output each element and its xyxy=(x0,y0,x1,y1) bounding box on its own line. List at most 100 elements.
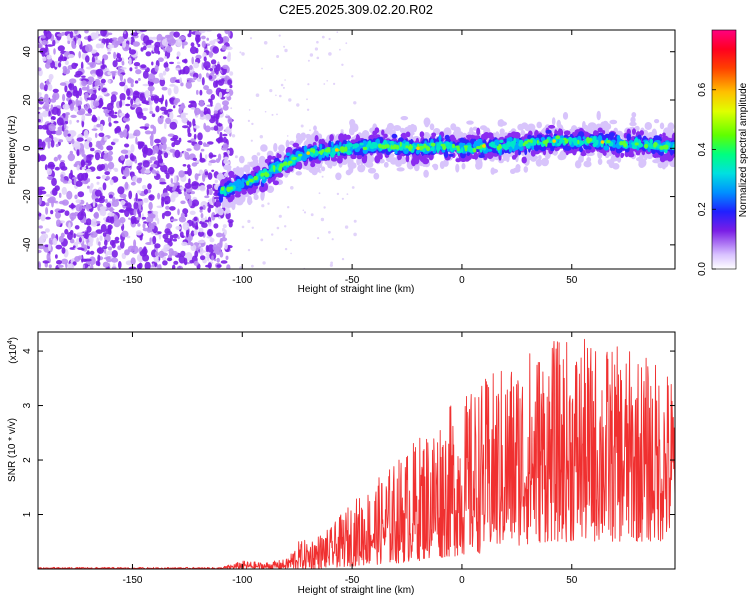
noise-cell xyxy=(109,206,114,213)
noise-cell xyxy=(130,82,134,88)
ridge-cell xyxy=(588,146,592,150)
ridge-cell xyxy=(603,145,610,151)
noise-cell xyxy=(218,91,223,99)
noise-cell xyxy=(196,89,199,95)
noise-cell xyxy=(202,204,206,209)
ridge-cell xyxy=(545,129,552,134)
noise-cell xyxy=(213,223,219,229)
noise-cell xyxy=(71,138,75,145)
noise-cell xyxy=(170,218,178,222)
sparse-cell xyxy=(269,89,273,93)
sparse-cell xyxy=(296,103,300,107)
noise-cell xyxy=(98,132,105,137)
noise-cell xyxy=(69,31,74,39)
noise-cell xyxy=(45,194,52,197)
sparse-cell xyxy=(234,155,238,159)
noise-cell xyxy=(125,159,133,167)
noise-cell xyxy=(163,62,169,69)
noise-cell xyxy=(91,116,98,123)
noise-cell xyxy=(162,142,167,151)
noise-cell xyxy=(38,153,41,162)
noise-cell xyxy=(158,72,164,79)
noise-cell xyxy=(154,251,159,257)
noise-cell xyxy=(119,209,124,213)
noise-cell xyxy=(39,154,47,162)
ridge-cell xyxy=(520,130,526,136)
noise-cell xyxy=(82,264,86,269)
ridge-cell xyxy=(538,154,542,161)
noise-cell xyxy=(105,198,108,204)
noise-cell xyxy=(60,177,65,183)
noise-cell xyxy=(142,184,147,190)
noise-cell xyxy=(89,61,96,69)
noise-cell xyxy=(182,208,189,215)
noise-cell xyxy=(222,64,229,69)
noise-cell xyxy=(75,204,83,212)
noise-cell xyxy=(91,73,96,77)
noise-cell xyxy=(107,212,115,217)
noise-cell xyxy=(157,57,164,62)
noise-cell xyxy=(127,245,136,253)
noise-cell xyxy=(137,208,140,215)
noise-cell xyxy=(98,33,101,37)
noise-cell xyxy=(103,109,110,114)
noise-cell xyxy=(133,61,141,67)
noise-cell xyxy=(38,244,46,250)
noise-cell xyxy=(56,108,61,117)
ridge-cell xyxy=(521,156,527,164)
noise-cell xyxy=(171,250,178,256)
sparse-cell xyxy=(323,83,326,85)
noise-cell xyxy=(197,230,205,237)
noise-cell xyxy=(169,148,176,153)
ridge-cell xyxy=(264,158,270,164)
noise-cell xyxy=(73,163,78,168)
ridge-cell xyxy=(499,121,507,126)
ridge-cell xyxy=(556,119,561,129)
noise-cell xyxy=(225,255,229,260)
ridge-cell xyxy=(455,163,460,173)
ridge-cell xyxy=(348,162,357,169)
noise-cell xyxy=(152,126,157,135)
noise-cell xyxy=(207,172,213,180)
noise-cell xyxy=(41,35,46,39)
sparse-cell xyxy=(261,67,263,70)
noise-cell xyxy=(110,257,119,263)
noise-cell xyxy=(119,93,126,101)
noise-cell xyxy=(103,153,111,162)
noise-cell xyxy=(166,146,172,150)
noise-cell xyxy=(68,83,73,89)
noise-cell xyxy=(162,192,170,197)
ridge-cell xyxy=(295,171,302,176)
noise-cell xyxy=(213,196,220,200)
noise-cell xyxy=(209,154,217,158)
noise-cell xyxy=(46,168,53,176)
noise-cell xyxy=(206,88,213,95)
sparse-cell xyxy=(318,192,321,195)
noise-cell xyxy=(113,51,117,60)
noise-cell xyxy=(63,123,67,130)
ridge-cell xyxy=(252,158,259,166)
sparse-cell xyxy=(328,230,331,234)
noise-cell xyxy=(129,153,134,161)
noise-cell xyxy=(62,93,66,102)
sparse-cell xyxy=(330,261,333,265)
noise-cell xyxy=(188,100,196,104)
noise-cell xyxy=(152,235,157,245)
ridge-cell xyxy=(560,138,564,143)
noise-cell xyxy=(191,181,199,190)
noise-cell xyxy=(130,181,136,186)
noise-cell xyxy=(50,139,55,148)
noise-cell xyxy=(180,112,186,120)
noise-cell xyxy=(114,236,120,241)
noise-cell xyxy=(189,210,196,215)
sparse-cell xyxy=(314,47,318,51)
sparse-cell xyxy=(309,53,314,57)
noise-cell xyxy=(167,87,172,96)
noise-cell xyxy=(100,163,106,170)
noise-cell xyxy=(144,169,151,174)
noise-cell xyxy=(173,31,180,38)
sparse-cell xyxy=(251,264,254,268)
noise-cell xyxy=(76,149,80,157)
noise-cell xyxy=(227,150,230,155)
